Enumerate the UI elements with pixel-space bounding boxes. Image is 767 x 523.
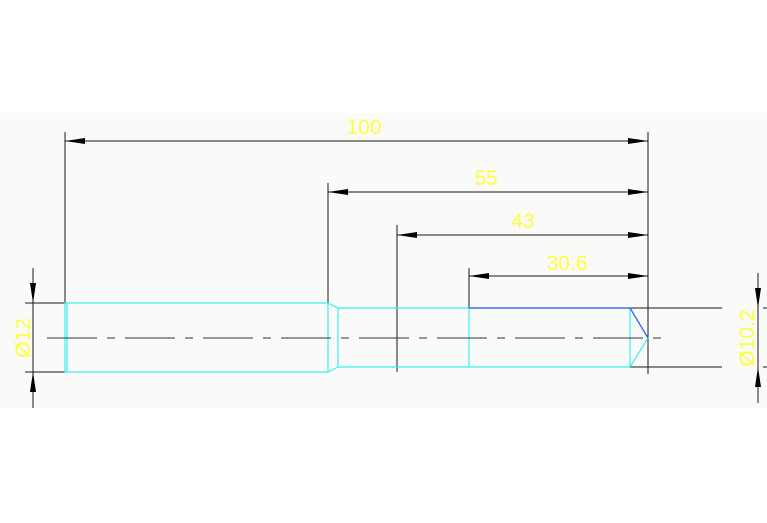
dim-text-55: 55 (474, 167, 497, 190)
arrow-d10-top (755, 288, 761, 308)
dim-text-diameter-12: Ø12 (12, 318, 35, 358)
dim-text-100: 100 (346, 116, 381, 139)
shaft-shoulder-chamfer (327, 302, 339, 373)
arrow-d12-top (30, 283, 36, 303)
dim-text-43: 43 (511, 210, 534, 233)
dim-text-30-6: 30.6 (547, 252, 588, 275)
arrow-d10-bottom (755, 367, 761, 387)
arrow-d12-bottom (30, 372, 36, 392)
dim-text-diameter-10-2: Ø10.2 (736, 309, 759, 366)
drawing-canvas (0, 113, 767, 408)
shaft-highlight-edge (469, 307, 649, 339)
